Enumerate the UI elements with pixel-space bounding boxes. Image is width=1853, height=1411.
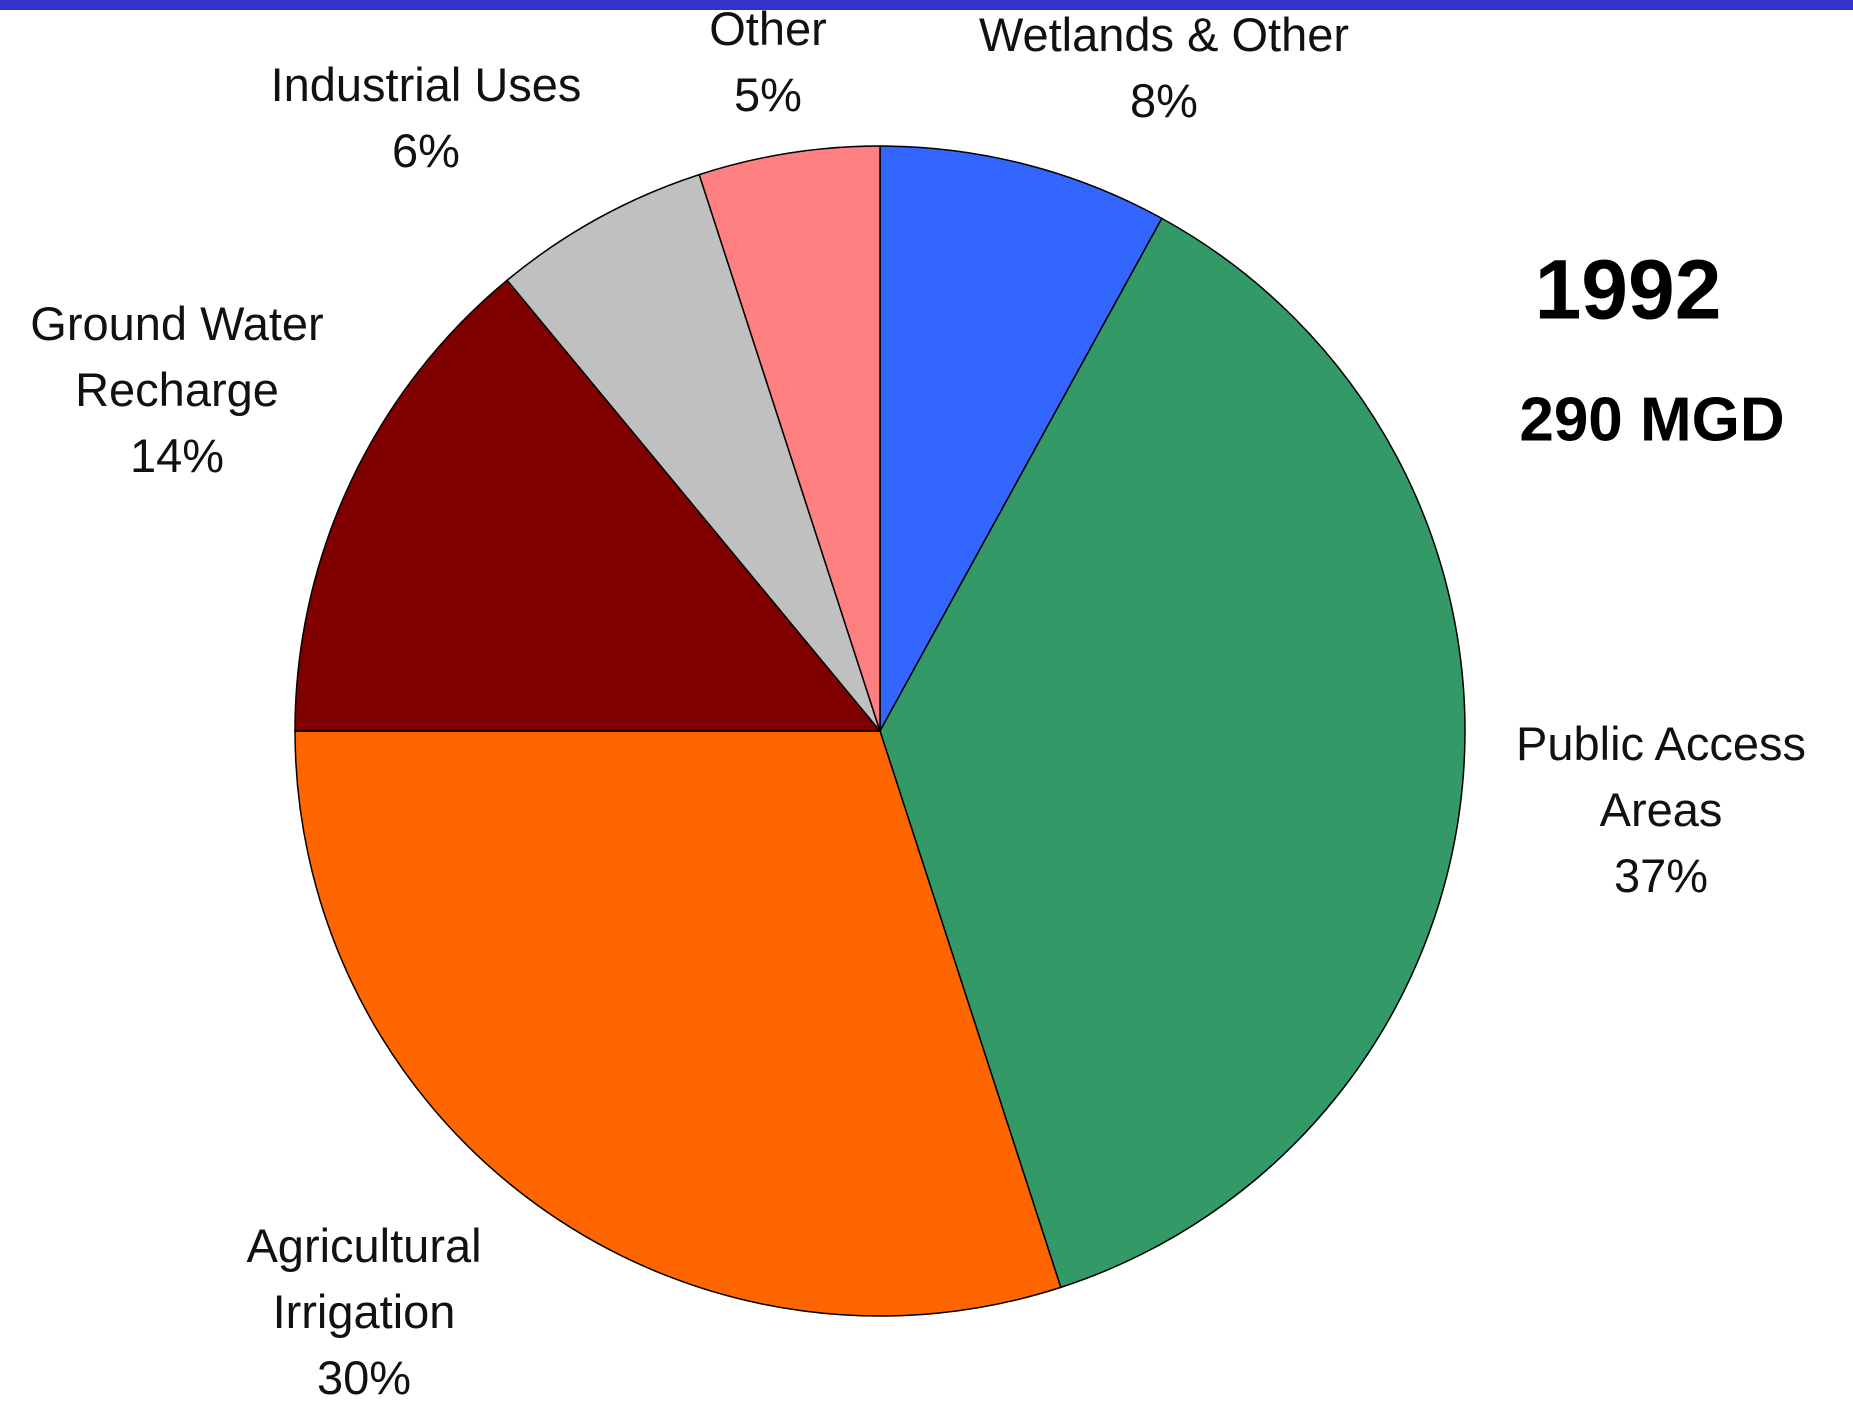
- pie-slice: [879, 145, 1163, 732]
- percent-label: 6%: [392, 124, 460, 177]
- pie-slice: [294, 279, 882, 732]
- percent-label: 30%: [316, 1351, 412, 1404]
- slice-label: Ground Water Recharge 14%: [2, 291, 352, 489]
- pie-slice: [698, 145, 881, 732]
- category-name: Ground Water Recharge: [30, 297, 324, 416]
- pie-slice: [294, 730, 1062, 1317]
- pie-slice: [506, 173, 881, 732]
- category-name: Public Access Areas: [1516, 717, 1806, 836]
- slice-label: Other 5%: [668, 0, 868, 128]
- slice-label: Public Access Areas 37%: [1481, 711, 1841, 909]
- percent-label: 5%: [734, 68, 802, 121]
- category-name: Agricultural Irrigation: [246, 1219, 482, 1338]
- year-annotation: 1992: [1534, 242, 1722, 337]
- percent-label: 14%: [129, 429, 225, 482]
- category-name: Industrial Uses: [270, 58, 582, 111]
- slice-label: Wetlands & Other 8%: [954, 2, 1374, 134]
- slice-label: Industrial Uses 6%: [216, 52, 636, 184]
- pie-slice: [879, 217, 1466, 1289]
- total-annotation: 290 MGD: [1519, 385, 1785, 455]
- percent-label: 37%: [1613, 849, 1709, 902]
- slice-label: Agricultural Irrigation 30%: [219, 1213, 509, 1411]
- top-bar: [0, 0, 1853, 10]
- percent-label: 8%: [1130, 74, 1198, 127]
- category-name: Wetlands & Other: [978, 8, 1350, 61]
- category-name: Other: [709, 2, 827, 55]
